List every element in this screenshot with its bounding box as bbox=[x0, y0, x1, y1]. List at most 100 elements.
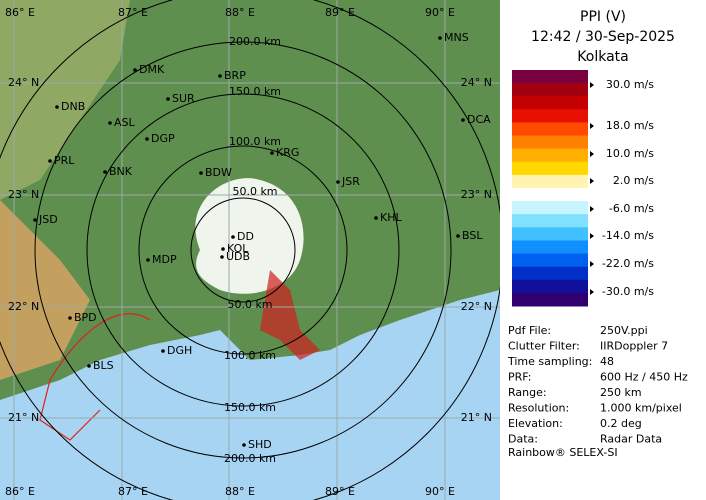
city-marker bbox=[270, 151, 274, 155]
scale-arrow bbox=[590, 206, 594, 212]
scale-bin bbox=[512, 279, 588, 294]
city-marker bbox=[48, 159, 52, 163]
city-marker bbox=[220, 255, 224, 259]
info-value: Radar Data bbox=[600, 433, 662, 446]
footer: Rainbow® SELEX-SI bbox=[508, 446, 618, 459]
city-marker bbox=[68, 316, 72, 320]
city-label: KOL bbox=[227, 242, 249, 255]
scale-bin bbox=[512, 122, 588, 137]
boundary bbox=[39, 313, 151, 441]
range-label: 200.0 km bbox=[224, 452, 276, 465]
scale-arrow bbox=[590, 151, 594, 157]
map-labels: 86° E 86° E 87° E 87° E 88° E 88° E 89° E 89° E… bbox=[5, 6, 492, 498]
title: PPI (V) bbox=[580, 9, 626, 25]
info-label: Time sampling: bbox=[507, 355, 592, 368]
latitude-label: 22° N bbox=[8, 300, 39, 313]
range-label: 50.0 km bbox=[232, 185, 277, 198]
latitude-label: 23° N bbox=[461, 188, 492, 201]
city-label: DCA bbox=[467, 113, 491, 126]
city-marker bbox=[336, 180, 340, 184]
scale-label: 30.0 m/s bbox=[606, 78, 654, 91]
radar-echo bbox=[195, 178, 304, 294]
scale-bin bbox=[512, 70, 588, 84]
city-label: MNS bbox=[444, 31, 469, 44]
sea bbox=[0, 290, 500, 500]
longitude-label: 87° E bbox=[118, 6, 148, 19]
scale-arrow bbox=[590, 82, 594, 88]
info-table: Pdf File: 250V.ppi Clutter Filter: IIRDoppl… bbox=[507, 324, 688, 446]
latitude-label: 24° N bbox=[8, 76, 39, 89]
scale-bin bbox=[512, 161, 588, 176]
city-label: DGH bbox=[167, 344, 192, 357]
scale-arrow bbox=[590, 123, 594, 129]
radar-echo bbox=[260, 270, 320, 360]
city-marker bbox=[242, 443, 246, 447]
range-label: 50.0 km bbox=[227, 298, 272, 311]
parallels bbox=[0, 82, 500, 419]
scale-arrow bbox=[590, 261, 594, 267]
info-label: Data: bbox=[508, 433, 538, 446]
city-marker bbox=[87, 364, 91, 368]
city-marker bbox=[374, 216, 378, 220]
city-label: BRP bbox=[224, 69, 246, 82]
info-label: Range: bbox=[508, 386, 547, 399]
latitude-label: 22° N bbox=[461, 300, 492, 313]
city-marker bbox=[55, 105, 59, 109]
range-label: 150.0 km bbox=[229, 85, 281, 98]
longitude-label: 86° E bbox=[5, 6, 35, 19]
info-label: Clutter Filter: bbox=[508, 340, 580, 353]
scale-bin bbox=[512, 83, 588, 97]
scale-label: 18.0 m/s bbox=[606, 119, 654, 132]
scale-bin bbox=[512, 174, 588, 189]
city-label: ASL bbox=[114, 116, 136, 129]
scale-bin bbox=[512, 201, 588, 215]
latitude-label: 21° N bbox=[461, 411, 492, 424]
city-label: BLS bbox=[93, 359, 114, 372]
city-label: BSL bbox=[462, 229, 483, 242]
city-marker bbox=[103, 170, 107, 174]
city-marker bbox=[166, 97, 170, 101]
city-marker bbox=[231, 235, 235, 239]
city-label: SUR bbox=[172, 92, 195, 105]
city-label: PRL bbox=[54, 154, 75, 167]
city-label: KHL bbox=[380, 211, 402, 224]
range-label: 100.0 km bbox=[229, 135, 281, 148]
longitude-label: 89° E bbox=[325, 485, 355, 498]
scale-label: 10.0 m/s bbox=[606, 147, 654, 160]
scale-label: -6.0 m/s bbox=[609, 202, 654, 215]
info-value: 600 Hz / 450 Hz bbox=[600, 371, 688, 384]
city-marker bbox=[33, 218, 37, 222]
city-marker bbox=[108, 121, 112, 125]
graticule bbox=[0, 0, 500, 500]
city-label: JSD bbox=[38, 213, 58, 226]
info-value: 48 bbox=[600, 355, 614, 368]
scale-bin bbox=[512, 266, 588, 281]
city-marker bbox=[218, 74, 222, 78]
highland bbox=[0, 0, 130, 200]
info-value: 1.000 km/pixel bbox=[600, 402, 682, 415]
scale-label: -14.0 m/s bbox=[602, 229, 654, 242]
city-label: BNK bbox=[109, 165, 133, 178]
city-label: BDW bbox=[205, 166, 232, 179]
city-label: JSR bbox=[341, 175, 360, 188]
scale-bin bbox=[512, 227, 588, 241]
city-marker bbox=[199, 171, 203, 175]
station: Kolkata bbox=[577, 49, 628, 65]
longitude-label: 86° E bbox=[5, 485, 35, 498]
latitude-label: 21° N bbox=[8, 411, 39, 424]
info-label: Pdf File: bbox=[508, 324, 551, 337]
scale-bin bbox=[512, 109, 588, 123]
latitude-label: 24° N bbox=[461, 76, 492, 89]
timestamp: 12:42 / 30-Sep-2025 bbox=[531, 29, 675, 45]
range-label: 150.0 km bbox=[224, 401, 276, 414]
latitude-label: 23° N bbox=[8, 188, 39, 201]
info-value: 0.2 deg bbox=[600, 417, 642, 430]
city-label: MDP bbox=[152, 253, 177, 266]
scale-arrow bbox=[590, 233, 594, 239]
plateau bbox=[0, 200, 90, 380]
info-label: Elevation: bbox=[508, 417, 563, 430]
scale-arrow bbox=[590, 289, 594, 295]
city-label: DD bbox=[237, 230, 254, 243]
city-label: DMK bbox=[139, 63, 165, 76]
